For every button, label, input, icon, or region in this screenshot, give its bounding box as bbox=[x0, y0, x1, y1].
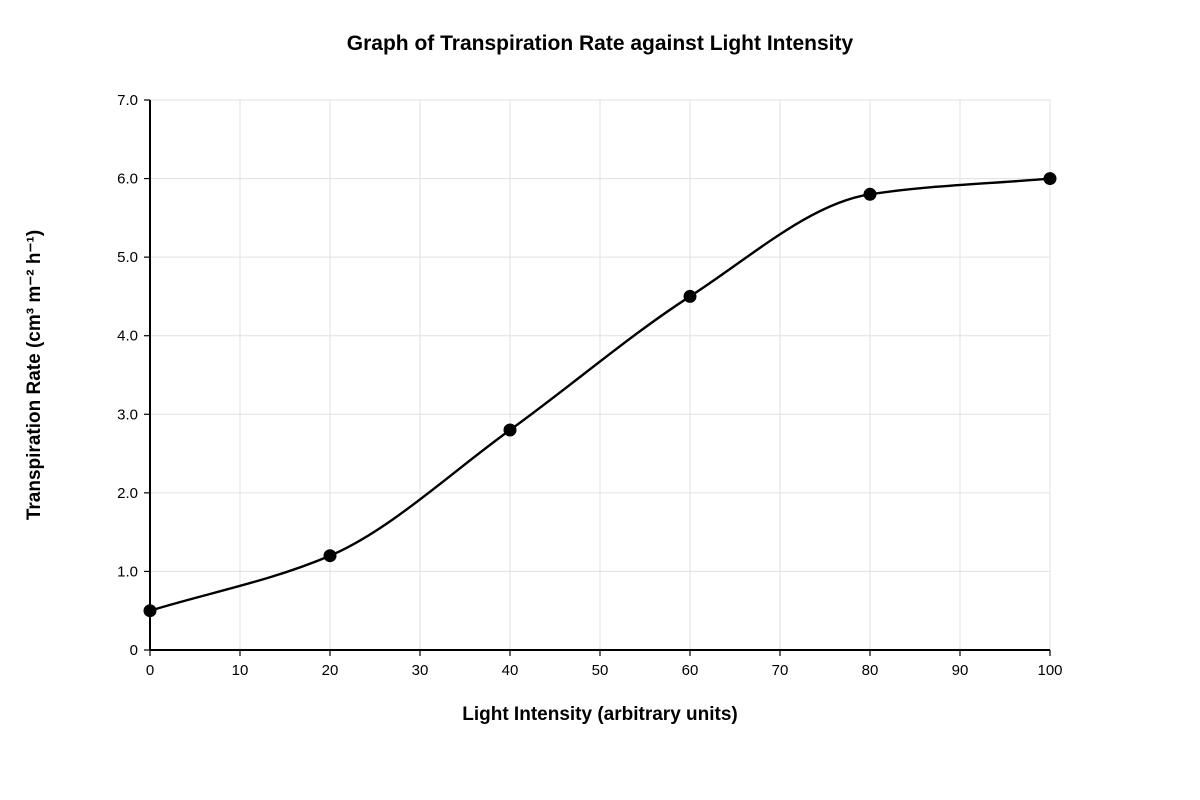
y-tick-label: 3.0 bbox=[117, 406, 138, 423]
y-tick-label: 6.0 bbox=[117, 171, 138, 188]
x-tick-label: 80 bbox=[862, 662, 879, 679]
y-tick-label: 2.0 bbox=[117, 485, 138, 502]
x-tick-label: 90 bbox=[952, 662, 969, 679]
y-tick-label: 4.0 bbox=[117, 328, 138, 345]
grid bbox=[149, 99, 1051, 651]
data-point bbox=[323, 549, 337, 563]
x-tick-label: 20 bbox=[322, 662, 339, 679]
x-tick-label: 100 bbox=[1037, 662, 1062, 679]
data-point bbox=[863, 187, 877, 201]
data-point bbox=[503, 423, 517, 437]
x-tick-label: 30 bbox=[412, 662, 429, 679]
data-point bbox=[143, 604, 157, 618]
x-tick-label: 10 bbox=[232, 662, 249, 679]
y-tick-label: 5.0 bbox=[117, 249, 138, 266]
x-tick-label: 70 bbox=[772, 662, 789, 679]
y-tick-label: 0 bbox=[130, 642, 138, 659]
y-tick-label: 7.0 bbox=[117, 92, 138, 109]
y-axis-label: Transpiration Rate (cm³ m⁻² h⁻¹) bbox=[24, 230, 45, 520]
x-tick-label: 0 bbox=[146, 662, 154, 679]
x-tick-label: 40 bbox=[502, 662, 519, 679]
x-axis-label: Light Intensity (arbitrary units) bbox=[462, 704, 738, 725]
chart-title: Graph of Transpiration Rate against Ligh… bbox=[347, 32, 854, 55]
x-tick-label: 50 bbox=[592, 662, 609, 679]
ticks: 0 10 20 30 40 50 60 70 80 90 100 0 1.0 2.0 3.0 4.0 5.0 6.… bbox=[117, 92, 1062, 679]
data-point bbox=[683, 289, 697, 303]
y-tick-label: 1.0 bbox=[117, 563, 138, 580]
series bbox=[143, 172, 1057, 618]
series-line bbox=[149, 177, 1051, 612]
data-point bbox=[1043, 172, 1057, 186]
x-tick-label: 60 bbox=[682, 662, 699, 679]
